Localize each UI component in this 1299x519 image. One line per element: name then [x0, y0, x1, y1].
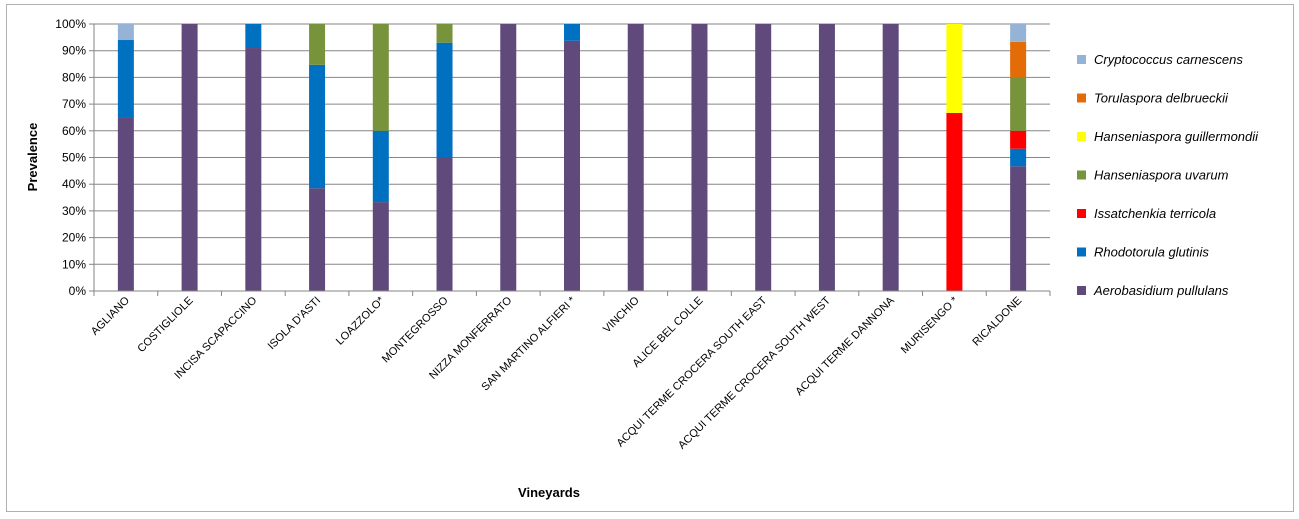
- legend-label: Rhodotorula glutinis: [1094, 245, 1209, 260]
- legend-item: Issatchenkia terricola: [1077, 206, 1216, 221]
- bar-segment: [500, 24, 517, 291]
- bar-segment: [372, 24, 389, 131]
- bar-segment: [245, 24, 262, 49]
- y-tick-label: 40%: [62, 177, 86, 191]
- legend-swatch: [1077, 93, 1086, 103]
- bar-segment: [818, 24, 835, 291]
- x-axis-label: Vineyards: [518, 485, 580, 500]
- bar-segment: [117, 117, 134, 291]
- x-tick-label: ISOLA D'ASTI: [266, 295, 324, 353]
- legend-swatch: [1077, 209, 1086, 218]
- bars: [117, 24, 1027, 291]
- bar-segment: [1010, 24, 1027, 42]
- y-tick-label: 100%: [55, 17, 86, 31]
- bar-segment: [1010, 130, 1027, 149]
- legend-label: Hanseniaspora uvarum: [1094, 168, 1229, 183]
- bar-segment: [117, 40, 134, 118]
- legend-item: Rhodotorula glutinis: [1077, 245, 1209, 260]
- bar-segment: [436, 157, 453, 291]
- y-tick-label: 30%: [62, 204, 86, 218]
- y-axis-label: Prevalence: [25, 123, 40, 192]
- bar-segment: [564, 24, 580, 41]
- legend-swatch: [1077, 132, 1086, 141]
- y-tick-label: 50%: [62, 151, 86, 165]
- y-tick-label: 90%: [62, 44, 86, 58]
- y-tick-labels: 0% 10% 20% 30% 40% 50% 60% 70% 80% 90% 100%: [55, 17, 86, 298]
- x-tick-label: AGLIANO: [89, 294, 132, 337]
- legend-label: Cryptococcus carnescens: [1094, 52, 1243, 67]
- legend: Cryptococcus carnescens Torulaspora delbr…: [1077, 52, 1259, 298]
- legend-label: Hanseniaspora guillermondii: [1094, 129, 1259, 144]
- legend-label: Aerobasidium pullulans: [1093, 283, 1229, 298]
- x-tick-label: RICALDONE: [970, 295, 1024, 349]
- y-tick-label: 20%: [62, 231, 86, 245]
- bar-segment: [309, 64, 326, 189]
- legend-item: Aerobasidium pullulans: [1077, 283, 1229, 298]
- legend-item: Torulaspora delbrueckii: [1077, 91, 1229, 106]
- bar-segment: [1010, 166, 1027, 291]
- x-tick-label: COSTIGLIOLE: [135, 295, 195, 355]
- bar-segment: [1010, 77, 1027, 131]
- legend-label: Torulaspora delbrueckii: [1094, 91, 1229, 106]
- bar-segment: [627, 24, 644, 291]
- x-tick-label: MONTEGROSSO: [380, 294, 451, 365]
- bar-segment: [882, 24, 899, 291]
- bar-segment: [946, 112, 963, 291]
- x-tick-label: MURISENGO *: [899, 294, 961, 356]
- bar-segment: [309, 188, 326, 291]
- x-tick-label: VINCHIO: [601, 294, 642, 335]
- bar-segment: [309, 24, 326, 65]
- bar-segment: [946, 24, 963, 113]
- legend-item: Hanseniaspora guillermondii: [1077, 129, 1259, 144]
- legend-swatch: [1077, 286, 1086, 295]
- bar-segment: [245, 48, 262, 291]
- y-tick-label: 80%: [62, 70, 86, 84]
- bar-segment: [564, 40, 580, 291]
- bar-segment: [691, 24, 708, 291]
- legend-label: Issatchenkia terricola: [1094, 206, 1216, 221]
- legend-swatch: [1077, 247, 1086, 257]
- y-tick-label: 0%: [69, 284, 87, 298]
- bar-segment: [372, 202, 389, 291]
- bar-segment: [1010, 41, 1027, 78]
- axes: [93, 24, 1051, 296]
- bar-segment: [181, 24, 198, 291]
- bar-segment: [436, 42, 453, 158]
- legend-item: Hanseniaspora uvarum: [1077, 168, 1229, 183]
- legend-swatch: [1077, 55, 1086, 64]
- stacked-bar-chart: 0% 10% 20% 30% 40% 50% 60% 70% 80% 90% 100% AGLIAN…: [25, 17, 1259, 500]
- y-tick-label: 60%: [62, 124, 86, 138]
- bar-segment: [117, 24, 134, 41]
- legend-item: Cryptococcus carnescens: [1077, 52, 1243, 67]
- bar-segment: [436, 24, 453, 43]
- bar-segment: [755, 24, 772, 291]
- x-tick-label: LOAZZOLO*: [334, 294, 388, 348]
- bar-segment: [1010, 148, 1027, 167]
- y-tick-label: 70%: [62, 97, 86, 111]
- bar-segment: [372, 130, 389, 203]
- y-tick-label: 10%: [62, 257, 86, 271]
- legend-swatch: [1077, 170, 1086, 180]
- chart-frame: 0% 10% 20% 30% 40% 50% 60% 70% 80% 90% 100% AGLIAN…: [6, 4, 1294, 512]
- x-tick-label: ALICE BEL COLLE: [630, 295, 705, 370]
